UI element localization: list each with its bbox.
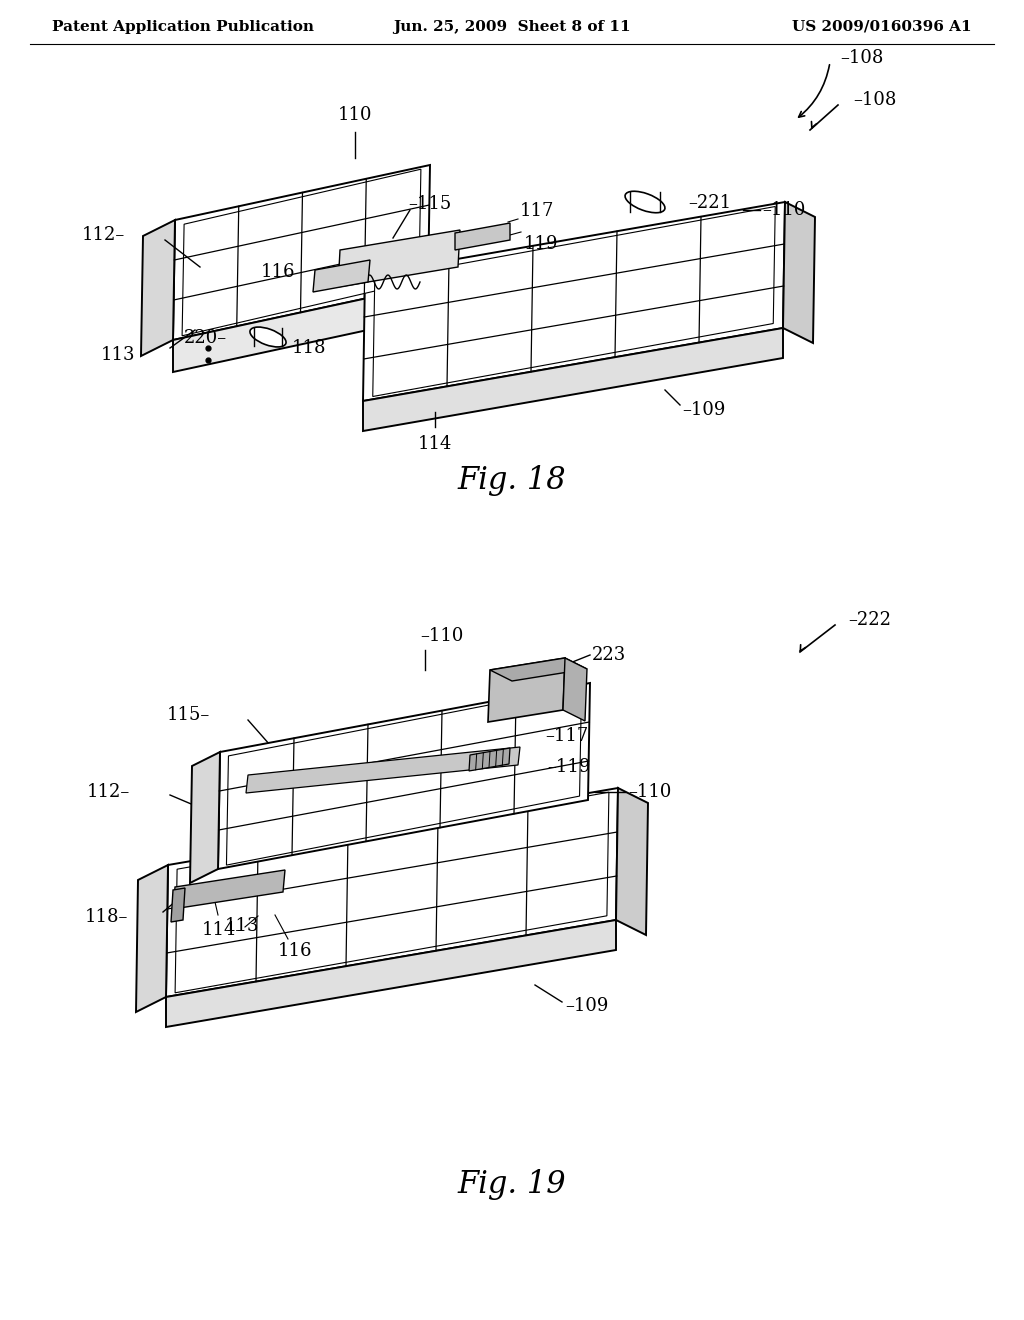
Text: –119: –119 [547, 758, 591, 776]
Polygon shape [469, 748, 510, 771]
Polygon shape [171, 888, 185, 921]
Text: 223: 223 [592, 645, 627, 664]
Text: –115: –115 [408, 195, 452, 213]
Text: –110: –110 [762, 201, 805, 219]
Polygon shape [218, 682, 590, 869]
Text: 117: 117 [520, 202, 554, 220]
Text: –221: –221 [688, 194, 731, 213]
Polygon shape [141, 220, 175, 356]
Polygon shape [246, 747, 520, 793]
Text: –110: –110 [628, 783, 672, 801]
Text: 110: 110 [338, 106, 373, 124]
Text: Jun. 25, 2009  Sheet 8 of 11: Jun. 25, 2009 Sheet 8 of 11 [393, 20, 631, 34]
Text: –110: –110 [420, 627, 464, 645]
Text: –222: –222 [848, 611, 891, 630]
Polygon shape [488, 657, 565, 722]
Polygon shape [362, 327, 783, 432]
Polygon shape [313, 260, 370, 292]
Text: 118–: 118– [85, 908, 128, 927]
Text: 116: 116 [260, 263, 295, 281]
Polygon shape [166, 788, 618, 997]
Text: –117: –117 [545, 727, 588, 744]
Polygon shape [190, 752, 220, 883]
Polygon shape [563, 657, 587, 721]
Polygon shape [616, 788, 648, 935]
Text: Fig. 18: Fig. 18 [458, 465, 566, 495]
Text: Fig. 19: Fig. 19 [458, 1170, 566, 1200]
Text: 118: 118 [292, 339, 327, 356]
Polygon shape [166, 920, 616, 1027]
Polygon shape [173, 285, 428, 372]
Text: 113: 113 [100, 346, 135, 364]
Polygon shape [173, 870, 285, 909]
Text: 114–: 114– [202, 921, 245, 939]
Polygon shape [182, 169, 421, 335]
Text: –109: –109 [682, 401, 725, 418]
Text: –108: –108 [840, 49, 884, 67]
Text: 115–: 115– [167, 706, 210, 723]
Text: US 2009/0160396 A1: US 2009/0160396 A1 [793, 20, 972, 34]
Text: Patent Application Publication: Patent Application Publication [52, 20, 314, 34]
Text: –109: –109 [565, 997, 608, 1015]
Text: 112–: 112– [82, 226, 125, 244]
Polygon shape [373, 206, 775, 396]
Polygon shape [362, 202, 785, 401]
Text: –108: –108 [853, 91, 896, 110]
Polygon shape [490, 657, 587, 681]
Polygon shape [226, 686, 582, 865]
Polygon shape [338, 230, 460, 286]
Text: 116: 116 [278, 942, 312, 960]
Text: 119: 119 [524, 235, 558, 253]
Text: 113: 113 [225, 917, 259, 935]
Polygon shape [455, 223, 510, 249]
Polygon shape [783, 202, 815, 343]
Text: 220–: 220– [184, 329, 227, 347]
Text: 112–: 112– [87, 783, 130, 801]
Ellipse shape [250, 327, 286, 347]
Text: 114: 114 [418, 436, 453, 453]
Ellipse shape [625, 191, 665, 213]
Polygon shape [173, 165, 430, 341]
Polygon shape [175, 792, 609, 993]
Polygon shape [136, 865, 168, 1012]
